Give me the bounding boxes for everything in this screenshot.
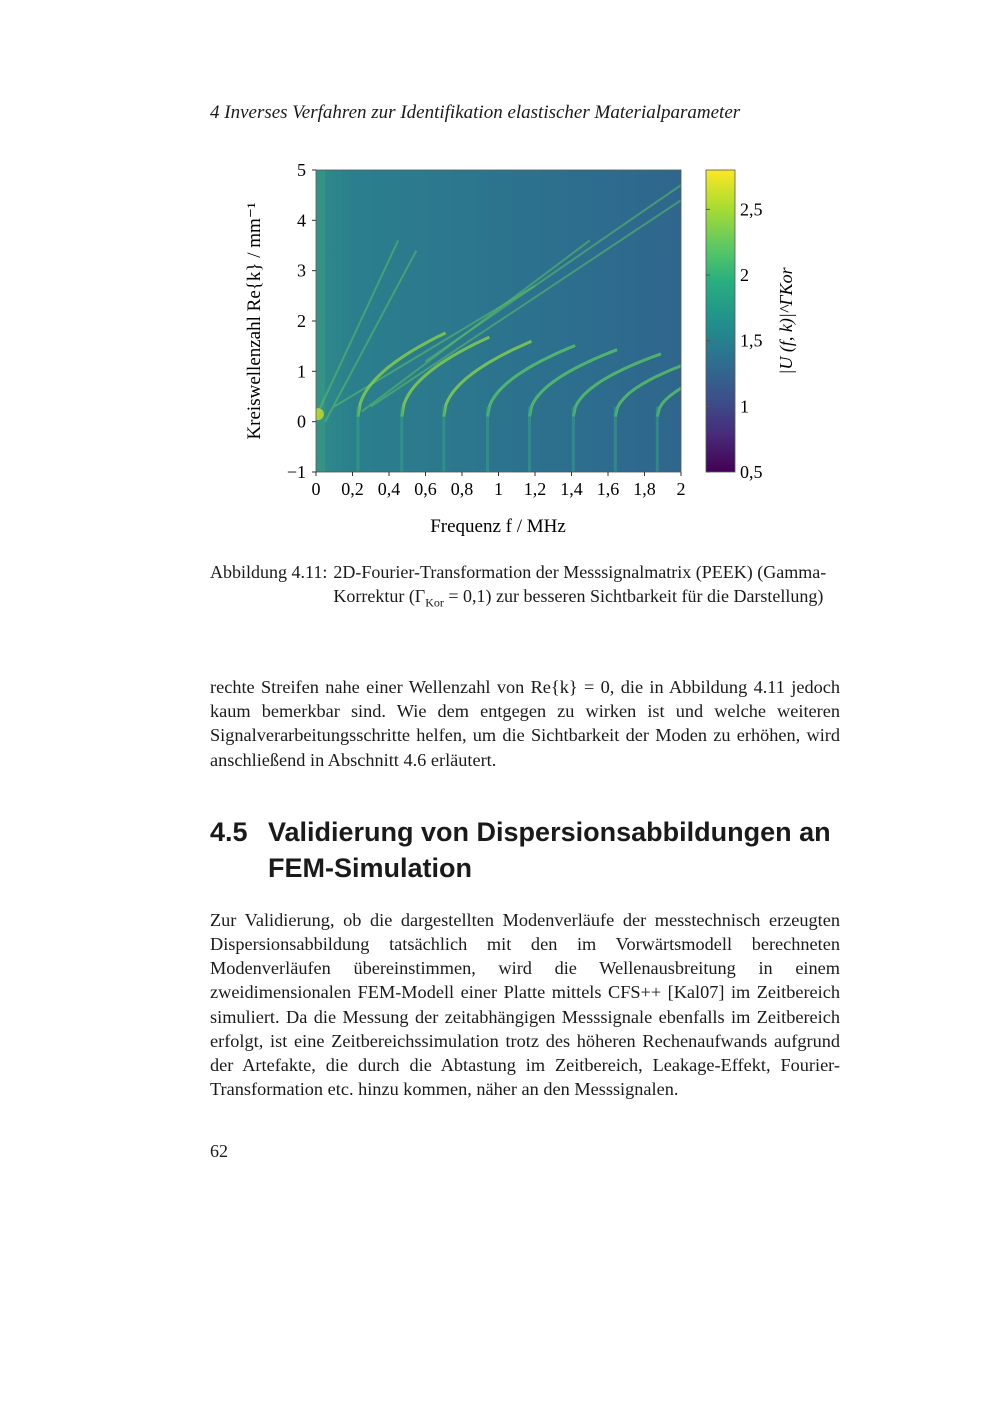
x-tick-label: 1,6 xyxy=(597,479,620,499)
x-tick-label: 1,4 xyxy=(560,479,583,499)
section-heading: 4.5 Validierung von Dispersionsabbildung… xyxy=(210,814,850,886)
section-title: Validierung von Dispersionsabbildungen a… xyxy=(268,816,831,883)
y-tick-label: −1 xyxy=(287,462,306,482)
colorbar-tick-label: 0,5 xyxy=(740,462,763,482)
low-frequency-band xyxy=(316,170,326,472)
x-tick-label: 2 xyxy=(677,479,686,499)
mode-curve xyxy=(356,331,447,417)
colorbar xyxy=(705,169,736,473)
y-tick-label: 4 xyxy=(297,210,306,230)
dispersion-heatmap-figure: 0 0,2 0,4 0,6 0,8 1 1,2 1,4 1,6 1,8 2 −1 0 1 2 3 4 5 Freq… xyxy=(244,160,797,537)
x-axis-label: Frequenz f / MHz xyxy=(430,516,566,537)
mode-curve xyxy=(571,352,662,417)
colorbar-tick-label: 2 xyxy=(740,265,749,285)
x-tick-label: 0,4 xyxy=(378,479,401,499)
caption-text-part: = 0,1) zur besseren Sichtbarkeit für die… xyxy=(443,586,824,606)
figure-caption: Abbildung 4.11: 2D-Fourier-Transformatio… xyxy=(210,560,840,615)
paragraph: Zur Validierung, ob die dargestellten Mo… xyxy=(210,909,840,1100)
x-tick-label: 0 xyxy=(312,479,321,499)
mode-ridge xyxy=(424,184,681,363)
y-tick-label: 5 xyxy=(297,160,306,180)
y-tick-label: 3 xyxy=(297,261,306,281)
caption-text-part: 2D-Fourier-Transformation der Messsignal… xyxy=(333,562,827,606)
mode-curve xyxy=(528,348,618,417)
caption-text: 2D-Fourier-Transformation der Messsignal… xyxy=(333,560,840,615)
x-tick-label: 1 xyxy=(494,479,503,499)
y-tick-label: 0 xyxy=(297,412,306,432)
caption-label: Abbildung 4.11: xyxy=(210,562,328,582)
x-tick-label: 0,8 xyxy=(451,479,474,499)
x-tick-label: 0,2 xyxy=(341,479,364,499)
mode-ridge xyxy=(316,240,400,418)
mode-curve xyxy=(486,344,576,417)
section-number: 4.5 xyxy=(210,816,248,847)
caption-subscript: Kor xyxy=(425,595,444,610)
y-tick-label: 2 xyxy=(297,311,306,331)
mode-curve xyxy=(442,339,533,417)
mode-ridge xyxy=(370,199,681,408)
y-axis-label: Kreiswellenzahl Re{k} / mm⁻¹ xyxy=(244,202,265,439)
y-tick-label: 1 xyxy=(297,361,306,381)
mode-curve xyxy=(613,364,681,417)
x-tick-label: 1,2 xyxy=(524,479,547,499)
paragraph: rechte Streifen nahe einer Wellenzahl vo… xyxy=(210,677,840,770)
colorbar-label: |U (f, k)|^ΓKor xyxy=(776,266,797,374)
colorbar-tick-label: 1,5 xyxy=(740,331,763,351)
mode-ridge xyxy=(324,250,418,423)
page-number: 62 xyxy=(210,1141,228,1162)
running-header: 4 Inverses Verfahren zur Identifikation … xyxy=(210,102,741,123)
colorbar-tick-label: 1 xyxy=(740,396,749,416)
mode-curve xyxy=(655,386,681,417)
x-tick-label: 0,6 xyxy=(414,479,437,499)
x-tick-label: 1,8 xyxy=(633,479,656,499)
colorbar-tick-label: 2,5 xyxy=(740,199,763,219)
body-text: rechte Streifen nahe einer Wellenzahl vo… xyxy=(210,675,840,1162)
mode-curve xyxy=(400,335,491,417)
origin-peak xyxy=(316,408,324,421)
